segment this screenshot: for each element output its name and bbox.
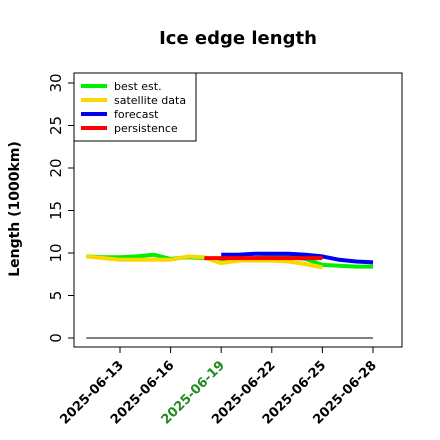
y-tick-label: 10	[47, 243, 65, 262]
chart-title: Ice edge length	[159, 28, 317, 49]
x-axis: 2025-06-132025-06-162025-06-192025-06-22…	[57, 347, 380, 428]
y-tick-label: 5	[47, 291, 65, 301]
y-tick-label: 25	[47, 116, 65, 135]
series-layer	[86, 251, 374, 270]
y-axis: 0 5 10 15 20 25 30	[47, 73, 74, 343]
series-line-forecast	[221, 251, 374, 265]
legend-label: satellite data	[114, 94, 186, 107]
legend-label: persistence	[114, 122, 178, 135]
y-axis-label: Length (1000km)	[7, 141, 23, 277]
y-tick-label: 0	[47, 333, 65, 343]
y-tick-label: 15	[47, 201, 65, 220]
legend: best est.satellite dataforecastpersisten…	[73, 72, 197, 142]
legend-label: forecast	[114, 108, 159, 121]
y-tick-label: 20	[47, 158, 65, 177]
y-tick-label: 30	[47, 73, 65, 92]
legend-label: best est.	[114, 80, 162, 93]
